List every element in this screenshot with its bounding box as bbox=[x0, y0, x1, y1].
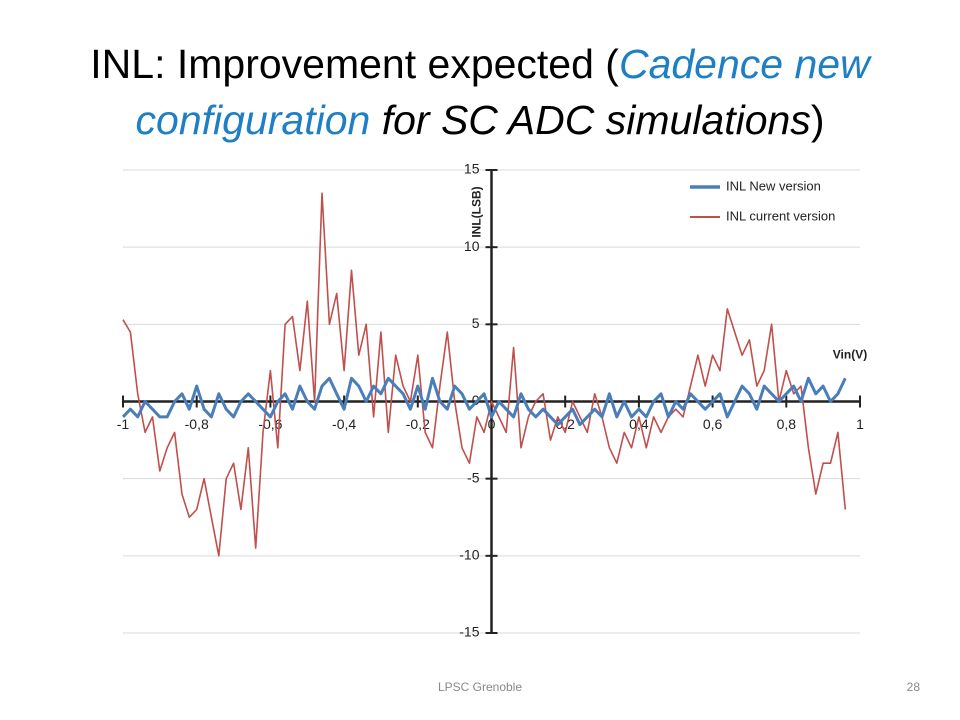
y-tick-label: 10 bbox=[464, 238, 480, 254]
legend-label: INL current version bbox=[726, 208, 835, 223]
y-tick-label: 0 bbox=[472, 392, 480, 408]
y-axis-label: INL(LSB) bbox=[470, 186, 484, 237]
series-line bbox=[122, 192, 847, 557]
x-tick-label: -0,2 bbox=[406, 416, 430, 432]
page-number: 28 bbox=[906, 680, 920, 694]
x-tick-label: -0,4 bbox=[332, 416, 356, 432]
slide-title: INL: Improvement expected (Cadence new c… bbox=[40, 36, 920, 148]
x-axis-label: Vin(V) bbox=[833, 348, 867, 362]
x-tick-label: 0,8 bbox=[777, 416, 797, 432]
x-tick-label: -1 bbox=[117, 416, 130, 432]
y-tick-label: 15 bbox=[464, 161, 480, 177]
title-part: Cadence new configuration bbox=[135, 41, 882, 143]
y-tick-label: -10 bbox=[459, 547, 479, 563]
x-tick-label: 1 bbox=[856, 416, 864, 432]
legend-label: INL New version bbox=[726, 178, 821, 193]
chart: -15-10-5051015-1-0,8-0,6-0,4-0,200,20,40… bbox=[117, 161, 867, 640]
x-tick-label: -0,8 bbox=[185, 416, 209, 432]
y-tick-label: -5 bbox=[467, 469, 480, 485]
y-tick-label: -15 bbox=[459, 624, 479, 640]
y-tick-label: 5 bbox=[472, 315, 480, 331]
title-part: for SC ADC simulations bbox=[370, 97, 811, 143]
x-tick-label: 0,6 bbox=[703, 416, 723, 432]
title-part: ) bbox=[810, 97, 825, 143]
series-line bbox=[121, 376, 847, 427]
x-tick-label: 0,4 bbox=[629, 416, 649, 432]
title-part: INL: Improvement expected ( bbox=[90, 41, 619, 87]
footer: LPSC Grenoble bbox=[437, 680, 523, 694]
